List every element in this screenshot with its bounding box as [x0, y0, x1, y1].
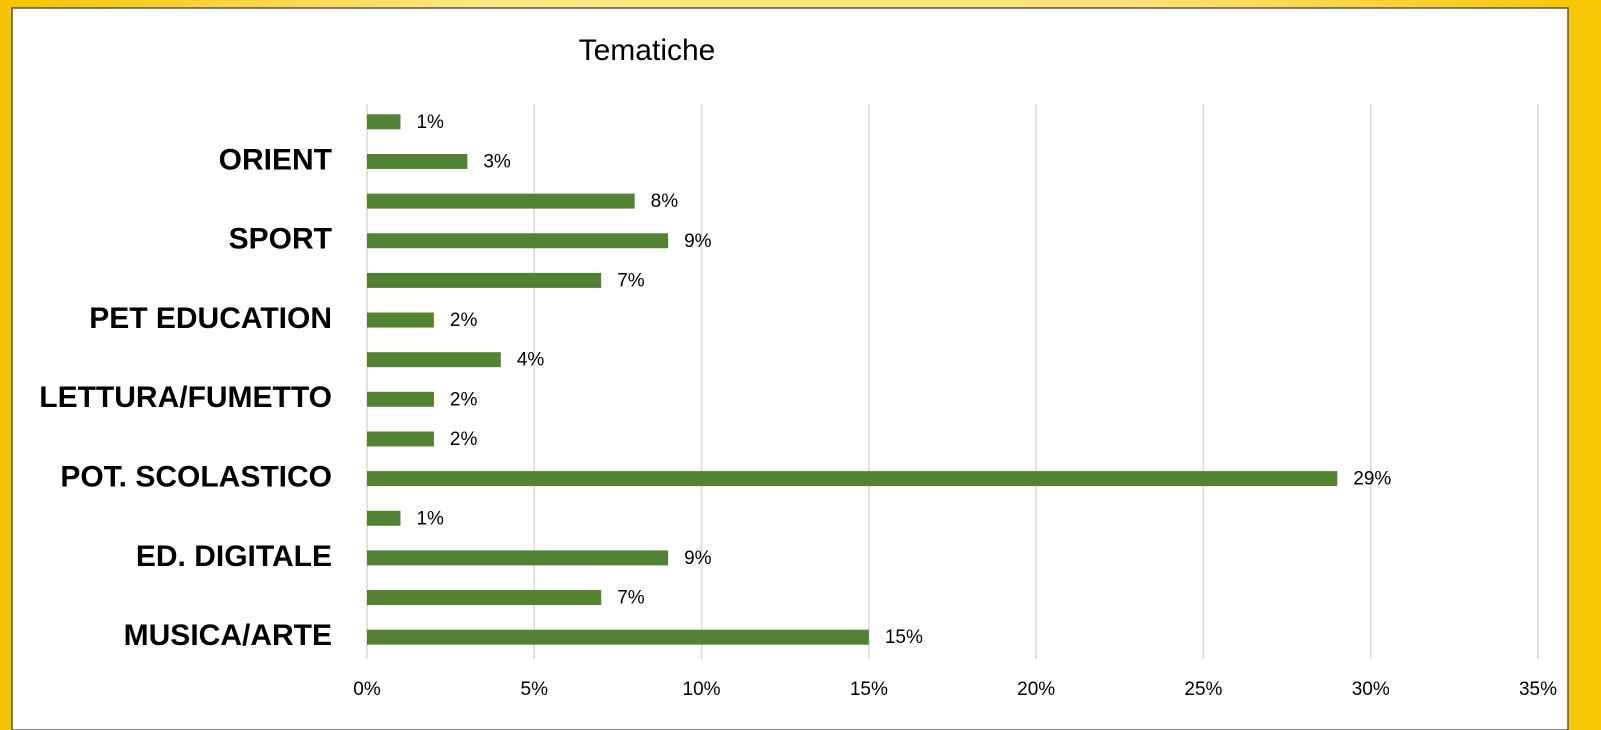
chart-area: [11, 7, 1569, 730]
bar: [367, 431, 434, 447]
y-tick-label: POT. SCOLASTICO: [60, 461, 332, 494]
data-label: 9%: [684, 548, 712, 569]
data-label: 7%: [617, 588, 645, 609]
data-label: 1%: [416, 112, 444, 133]
data-label: 4%: [517, 350, 545, 371]
bar: [367, 590, 602, 606]
data-label: 7%: [617, 270, 645, 291]
bar: [367, 471, 1338, 487]
y-tick-label: LETTURA/FUMETTO: [39, 381, 332, 414]
x-tick-label: 10%: [683, 679, 721, 700]
bar: [367, 550, 669, 566]
x-tick-label: 0%: [353, 679, 381, 700]
bar: [367, 312, 434, 328]
data-label: 2%: [450, 389, 478, 410]
y-tick-label: SPORT: [229, 223, 332, 256]
bar: [367, 272, 602, 288]
y-tick-label: PET EDUCATION: [89, 302, 332, 335]
data-label: 2%: [450, 429, 478, 450]
x-tick-label: 35%: [1519, 679, 1557, 700]
bar: [367, 629, 869, 645]
x-tick-label: 20%: [1017, 679, 1055, 700]
y-tick-label: ED. DIGITALE: [136, 540, 332, 573]
x-tick-label: 30%: [1352, 679, 1390, 700]
bar: [367, 391, 434, 407]
x-tick-label: 15%: [850, 679, 888, 700]
data-label: 8%: [651, 191, 679, 212]
bar: [367, 510, 401, 526]
data-label: 29%: [1353, 469, 1391, 490]
x-tick-label: 25%: [1184, 679, 1222, 700]
bar: [367, 352, 501, 368]
data-label: 15%: [885, 627, 923, 648]
data-label: 1%: [416, 508, 444, 529]
bar: [367, 193, 635, 209]
bar: [367, 114, 401, 130]
bar: [367, 233, 669, 249]
y-tick-label: ORIENT: [219, 143, 332, 176]
data-label: 9%: [684, 231, 712, 252]
chart-title: Tematiche: [579, 34, 716, 67]
x-tick-label: 5%: [521, 679, 549, 700]
bar: [367, 153, 468, 169]
data-label: 2%: [450, 310, 478, 331]
data-label: 3%: [483, 151, 511, 172]
y-tick-label: MUSICA/ARTE: [124, 619, 332, 652]
